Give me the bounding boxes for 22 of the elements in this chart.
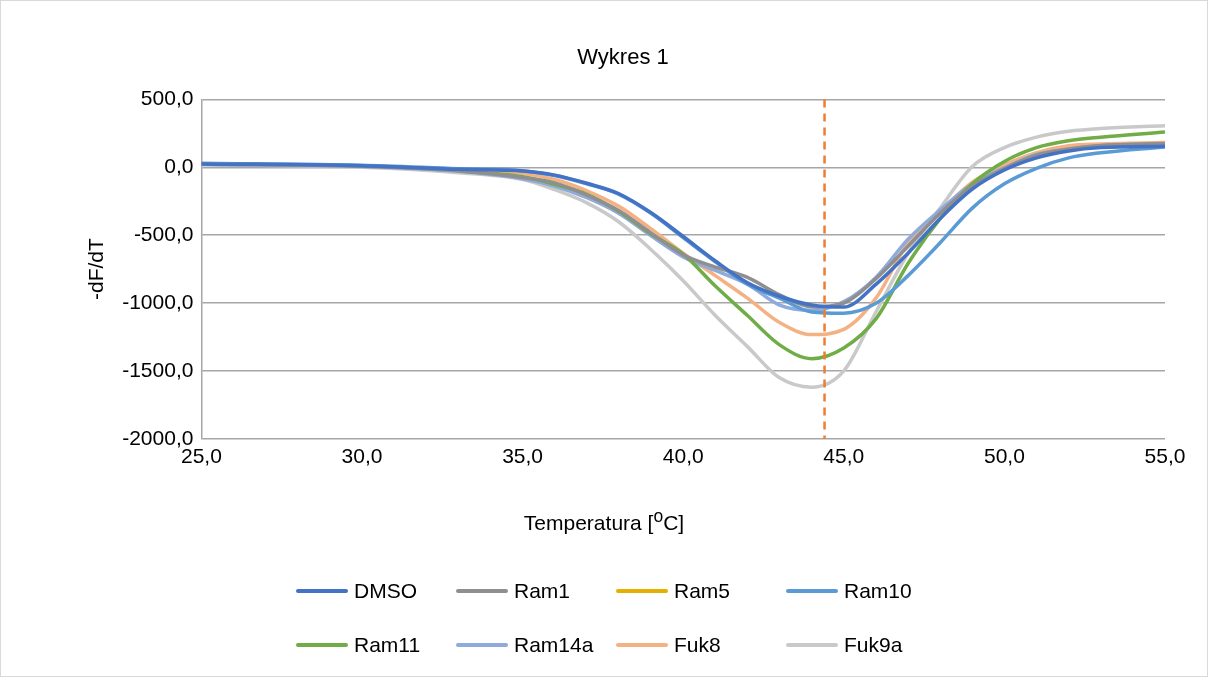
legend-label: Ram14a <box>514 633 594 657</box>
legend-label: Fuk8 <box>674 633 721 657</box>
legend-label: Ram1 <box>514 579 571 603</box>
legend-label: DMSO <box>354 579 417 603</box>
y-tick-label: 0,0 <box>164 154 194 178</box>
x-tick-label: 45,0 <box>823 444 865 468</box>
y-tick-label: 500,0 <box>140 86 194 110</box>
x-tick-label: 55,0 <box>1144 444 1186 468</box>
x-tick-label: 40,0 <box>662 444 704 468</box>
y-axis-title: -dF/dT <box>84 238 108 301</box>
chart-title: Wykres 1 <box>577 44 669 70</box>
x-tick-label: 50,0 <box>983 444 1025 468</box>
x-tick-label: 30,0 <box>341 444 383 468</box>
y-tick-label: -1500,0 <box>122 357 194 381</box>
legend-label: Ram10 <box>844 579 912 603</box>
x-tick-label: 35,0 <box>502 444 544 468</box>
x-axis-title: Temperatura [$^{o}$C] <box>522 506 686 535</box>
y-tick-label: -1000,0 <box>122 289 194 313</box>
legend-label: Fuk9a <box>844 633 903 657</box>
legend-label: Ram5 <box>674 579 731 603</box>
y-tick-label: -500,0 <box>133 221 194 245</box>
legend-label: Ram11 <box>354 633 421 657</box>
